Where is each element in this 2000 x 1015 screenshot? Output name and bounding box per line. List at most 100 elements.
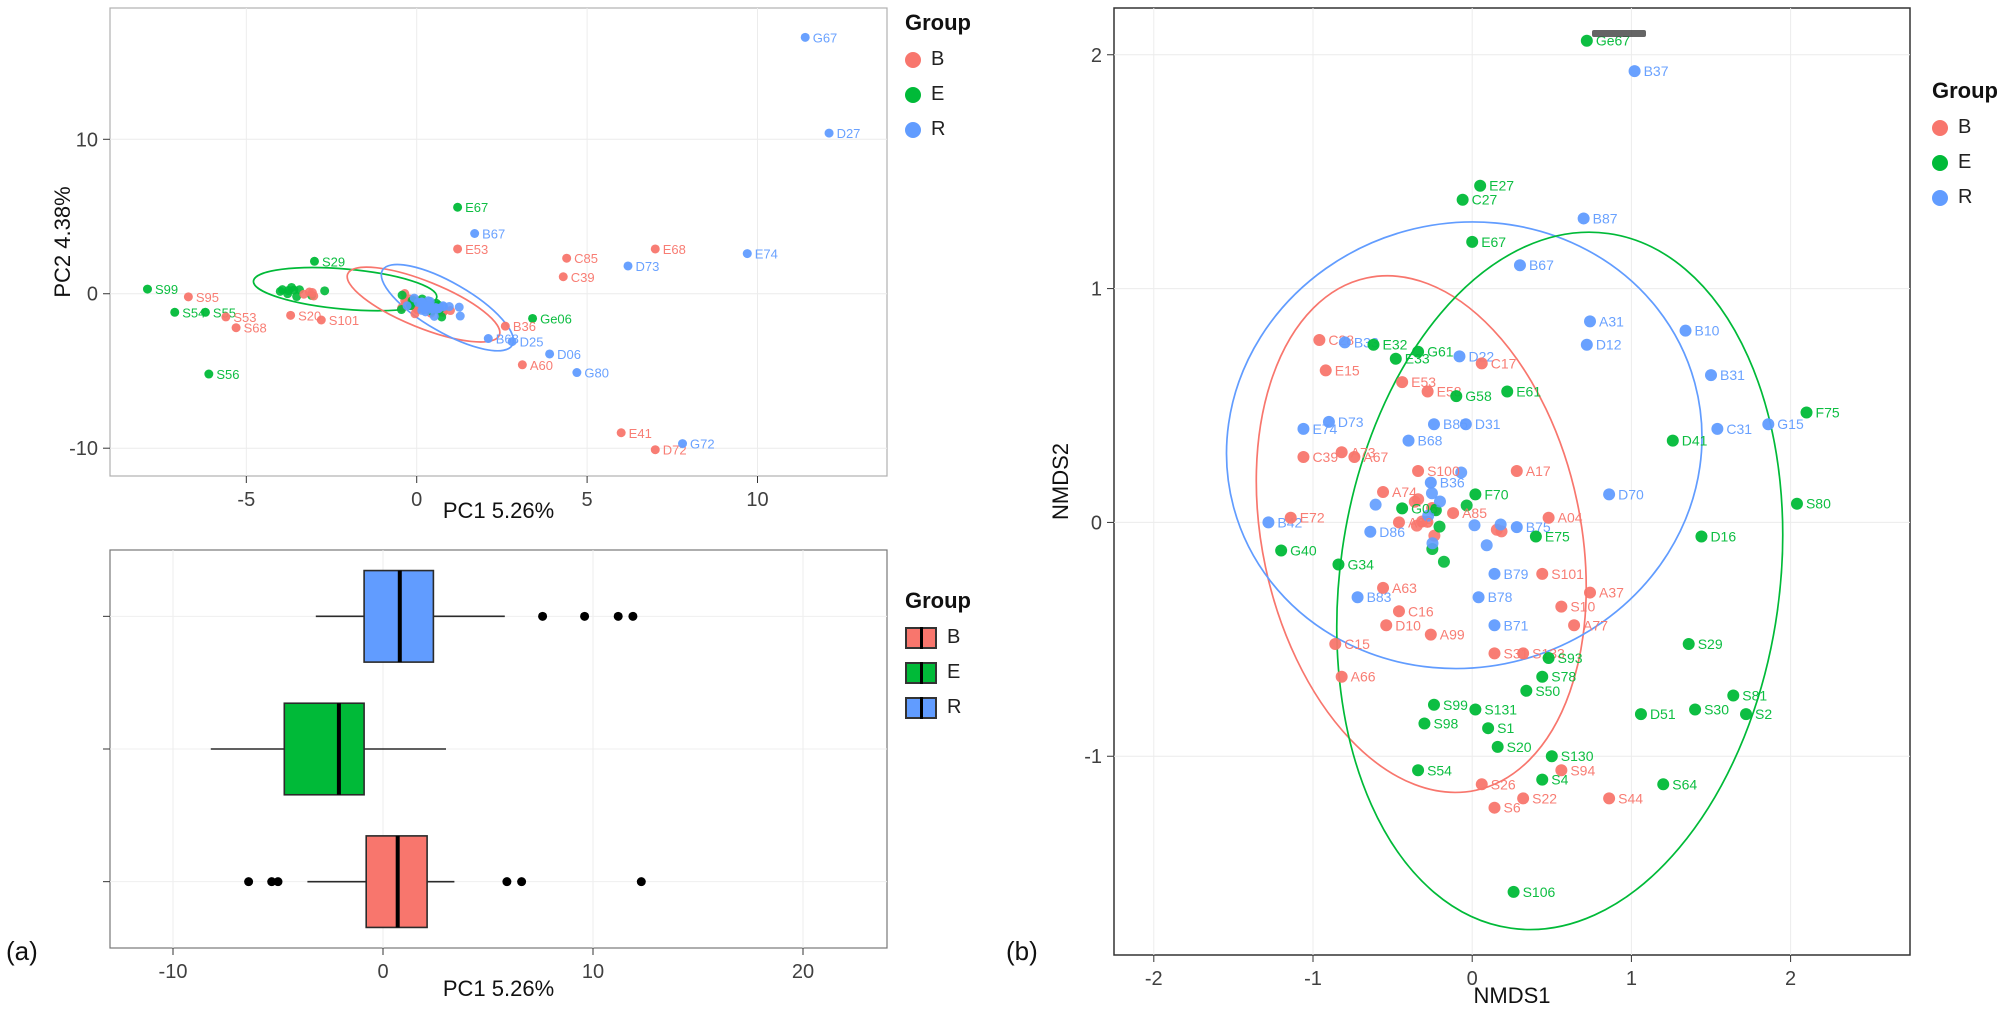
svg-text:B87: B87: [1593, 210, 1618, 226]
svg-text:E75: E75: [1545, 528, 1570, 544]
svg-text:S53: S53: [233, 310, 256, 325]
svg-text:PC1 5.26%: PC1 5.26%: [443, 976, 554, 1001]
svg-text:D86: D86: [1379, 524, 1405, 540]
svg-text:PC2 4.38%: PC2 4.38%: [50, 186, 75, 297]
svg-text:D70: D70: [1618, 486, 1644, 502]
svg-text:B10: B10: [1695, 323, 1720, 339]
group-r-box-icon: [905, 696, 937, 719]
svg-text:S29: S29: [1698, 636, 1723, 652]
svg-text:S29: S29: [322, 254, 345, 269]
svg-text:A37: A37: [1599, 585, 1624, 601]
svg-text:S4: S4: [1551, 772, 1568, 788]
svg-text:E74: E74: [755, 247, 778, 262]
svg-text:NMDS1: NMDS1: [1473, 983, 1550, 1008]
pc1-boxplot: -10 0 10 20 PC1 5.26%: [103, 549, 888, 1001]
svg-text:E72: E72: [1300, 510, 1325, 526]
legend-item-b: B: [1932, 116, 1998, 139]
svg-text:D06: D06: [557, 347, 581, 362]
svg-text:G58: G58: [1465, 388, 1492, 404]
illegible-annotation: [1592, 30, 1646, 37]
svg-text:E67: E67: [1481, 234, 1506, 250]
svg-text:2: 2: [1091, 45, 1102, 67]
svg-text:C15: C15: [1344, 636, 1370, 652]
legend-item-e: E: [1932, 151, 1998, 174]
svg-text:E41: E41: [629, 426, 652, 441]
svg-text:-1: -1: [1304, 968, 1322, 990]
svg-text:B67: B67: [1529, 257, 1554, 273]
svg-text:S99: S99: [1443, 697, 1468, 713]
svg-text:G80: G80: [584, 366, 609, 381]
svg-text:NMDS2: NMDS2: [1048, 443, 1073, 520]
svg-text:S68: S68: [244, 321, 267, 336]
svg-text:S64: S64: [1672, 776, 1697, 792]
svg-text:0: 0: [1091, 512, 1102, 534]
svg-text:D25: D25: [520, 335, 544, 350]
svg-text:F70: F70: [1484, 486, 1508, 502]
svg-text:F75: F75: [1816, 405, 1840, 421]
svg-text:C39: C39: [1312, 449, 1338, 465]
svg-text:E33: E33: [1405, 351, 1430, 367]
svg-text:D31: D31: [1475, 416, 1501, 432]
svg-text:A17: A17: [1526, 463, 1551, 479]
svg-text:A60: A60: [530, 358, 553, 373]
svg-text:10: 10: [76, 129, 98, 151]
svg-text:E68: E68: [663, 242, 686, 257]
legend-item-label: E: [931, 83, 945, 105]
legend-item-e: E: [905, 661, 971, 684]
legend-title: Group: [905, 588, 971, 613]
svg-text:E61: E61: [1516, 383, 1541, 399]
svg-text:-10: -10: [159, 961, 188, 983]
svg-text:B36: B36: [1440, 475, 1465, 491]
svg-text:D73: D73: [1338, 414, 1364, 430]
svg-text:C39: C39: [571, 270, 595, 285]
svg-text:S101: S101: [329, 313, 359, 328]
svg-text:D73: D73: [636, 259, 660, 274]
nmds-legend: Group B E R: [1932, 78, 1998, 209]
svg-text:B79: B79: [1503, 566, 1528, 582]
legend-title: Group: [905, 10, 971, 35]
legend-item-e: E: [905, 83, 971, 106]
svg-text:S10: S10: [1570, 599, 1595, 615]
svg-text:S2: S2: [1755, 706, 1772, 722]
svg-text:B71: B71: [1503, 617, 1528, 633]
panel-b-label: (b): [1006, 936, 1038, 966]
svg-text:E27: E27: [1489, 178, 1514, 194]
legend-item-label: B: [1958, 116, 1972, 138]
svg-text:D12: D12: [1596, 337, 1622, 353]
svg-text:D27: D27: [837, 126, 861, 141]
group-e-box-icon: [905, 661, 937, 684]
svg-text:B68: B68: [1418, 433, 1443, 449]
svg-text:B75: B75: [1526, 519, 1551, 535]
svg-text:S101: S101: [1551, 566, 1584, 582]
svg-text:S20: S20: [1507, 739, 1532, 755]
svg-text:S100: S100: [1427, 463, 1460, 479]
legend-title: Group: [1932, 78, 1998, 103]
nmds-scatter-plot: -2 -1 0 1 2-1012Ge67B37E27C27E67B87B67A31D12…: [1048, 7, 1911, 1008]
legend-item-b: B: [905, 48, 971, 71]
svg-text:S1: S1: [1497, 720, 1514, 736]
svg-text:B31: B31: [1720, 367, 1745, 383]
group-b-dot-icon: [1932, 119, 1948, 136]
group-r-dot-icon: [1932, 189, 1948, 206]
svg-text:A66: A66: [1351, 669, 1376, 685]
svg-text:-1: -1: [1084, 746, 1102, 768]
svg-text:S50: S50: [1535, 683, 1560, 699]
svg-text:S81: S81: [1742, 687, 1767, 703]
svg-text:A99: A99: [1440, 627, 1465, 643]
svg-text:C31: C31: [1726, 421, 1752, 437]
svg-text:E53: E53: [465, 242, 488, 257]
svg-text:S106: S106: [1523, 884, 1556, 900]
svg-text:1: 1: [1626, 968, 1637, 990]
legend-item-r: R: [905, 118, 971, 141]
legend-item-label: R: [1958, 186, 1973, 208]
svg-text:S20: S20: [298, 308, 321, 323]
svg-text:A63: A63: [1392, 580, 1417, 596]
legend-item-r: R: [905, 696, 971, 719]
svg-text:A69: A69: [1408, 514, 1433, 530]
svg-text:S54: S54: [1427, 762, 1452, 778]
svg-text:C17: C17: [1491, 355, 1517, 371]
svg-text:S26: S26: [1491, 776, 1516, 792]
group-r-dot-icon: [905, 121, 921, 138]
pca-legend: Group B E R: [905, 10, 971, 141]
